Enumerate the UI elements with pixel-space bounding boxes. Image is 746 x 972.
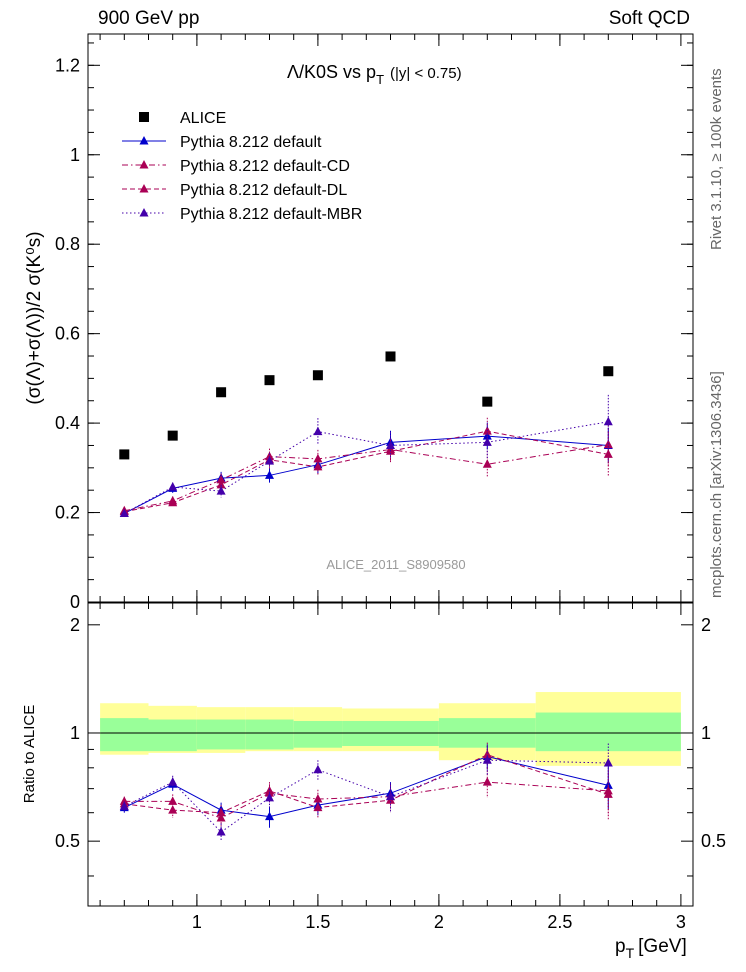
ratio-stat-uncertainty-band <box>149 720 197 752</box>
legend: ALICE Pythia 8.212 default Pythia 8.212 de… <box>122 110 362 223</box>
legend-marker-4 <box>140 208 149 217</box>
main-data-point-series-4 <box>313 427 322 436</box>
legend-marker-alice <box>139 112 149 122</box>
main-plot-frame <box>88 34 693 602</box>
main-title-cut: (|y| < 0.75) <box>390 65 462 82</box>
main-y-tick-label: 0.8 <box>55 234 80 254</box>
x-tick-label: 3 <box>676 912 686 932</box>
ratio-data-point-series-3 <box>313 765 322 774</box>
chart: 0.20.40.60.811.20 Λ/K0S vs pT (|y| < 0.75… <box>0 0 746 972</box>
analysis-watermark: ALICE_2011_S8909580 <box>326 557 465 572</box>
legend-label-1: Pythia 8.212 default <box>180 134 322 151</box>
ratio-data-point-series-3 <box>217 827 226 836</box>
main-data-point-series-4 <box>265 456 274 465</box>
ratio-y-tick-label-right: 2 <box>701 615 711 635</box>
main-data-point-alice <box>313 370 323 380</box>
main-series-line-3 <box>124 431 608 512</box>
ratio-series-line-1 <box>124 782 608 818</box>
ratio-y-tick-label-right: 0.5 <box>701 831 726 851</box>
ratio-y-tick-label: 0.5 <box>55 831 80 851</box>
ratio-stat-uncertainty-band <box>245 720 293 750</box>
main-y-tick-label: 0.4 <box>55 413 80 433</box>
legend-label-4: Pythia 8.212 default-MBR <box>180 206 362 223</box>
main-series-line-1 <box>124 436 608 513</box>
ratio-y-tick-label-right: 1 <box>701 723 711 743</box>
x-axis-label-subscript: T <box>626 945 635 961</box>
ratio-y-tick-label: 2 <box>70 615 80 635</box>
main-data-point-alice <box>119 449 129 459</box>
x-axis-label-main: p <box>615 936 626 957</box>
x-axis-label: pT [GeV] <box>615 936 687 961</box>
main-title-text: Λ/K0S vs p <box>287 62 376 82</box>
ratio-stat-uncertainty-band <box>294 721 342 748</box>
main-data-point-alice <box>386 351 396 361</box>
main-data-point-alice <box>265 375 275 385</box>
main-y-zero-label: 0 <box>70 592 80 612</box>
main-y-tick-label: 1 <box>70 145 80 165</box>
ratio-stat-uncertainty-band <box>342 721 439 746</box>
main-series-line-2 <box>124 445 608 511</box>
main-y-tick-label: 0.2 <box>55 503 80 523</box>
x-tick-label: 1.5 <box>305 912 330 932</box>
main-y-tick-label: 0.6 <box>55 324 80 344</box>
legend-marker-2 <box>140 160 149 169</box>
legend-label-2: Pythia 8.212 default-CD <box>180 158 350 175</box>
main-series-line-4 <box>124 422 608 514</box>
x-axis-label-unit: [GeV] <box>638 936 687 957</box>
legend-label-3: Pythia 8.212 default-DL <box>180 182 347 199</box>
ratio-y-tick-label: 1 <box>70 723 80 743</box>
main-title: Λ/K0S vs pT (|y| < 0.75) <box>287 62 462 87</box>
ratio-stat-uncertainty-band <box>100 718 148 751</box>
main-y-tick-label: 1.2 <box>55 55 80 75</box>
main-data-point-series-4 <box>604 417 613 426</box>
x-tick-label: 1 <box>192 912 202 932</box>
main-data-point-alice <box>168 431 178 441</box>
legend-marker-1 <box>140 136 149 145</box>
x-tick-label: 2 <box>434 912 444 932</box>
ratio-data-point-series-2 <box>168 805 177 814</box>
legend-label-0: ALICE <box>180 110 226 127</box>
main-title-subscript: T <box>376 72 384 87</box>
main-data-point-series-4 <box>168 482 177 491</box>
main-y-axis-label: (σ(Λ)+σ(Λ))/2 σ(K⁰s) <box>24 231 45 404</box>
ratio-data-point-series-1 <box>483 777 492 786</box>
legend-marker-3 <box>140 184 149 193</box>
ratio-stat-uncertainty-band <box>197 720 245 750</box>
x-tick-label: 2.5 <box>547 912 572 932</box>
main-data-point-alice <box>603 366 613 376</box>
ratio-y-axis-label: Ratio to ALICE <box>21 705 38 803</box>
ratio-data-point-series-3 <box>168 777 177 786</box>
main-data-point-alice <box>482 397 492 407</box>
main-data-point-alice <box>216 387 226 397</box>
ratio-stat-uncertainty-band <box>536 713 681 752</box>
